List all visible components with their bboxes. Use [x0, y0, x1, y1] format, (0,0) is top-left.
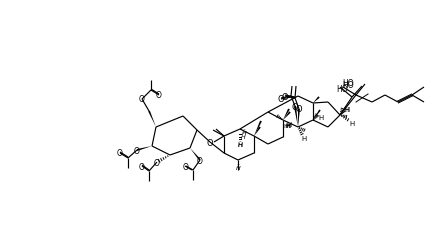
Text: H: H [283, 124, 288, 129]
Text: O: O [291, 102, 298, 111]
Text: HO: HO [341, 79, 353, 88]
Text: H: H [237, 141, 242, 147]
Text: O: O [183, 162, 188, 171]
Text: H: H [285, 123, 290, 128]
Text: H: H [349, 120, 354, 126]
Text: $\bar{H}$: $\bar{H}$ [234, 163, 241, 172]
Text: O: O [154, 158, 159, 167]
Text: O: O [117, 149, 123, 158]
Polygon shape [297, 109, 299, 128]
Polygon shape [148, 111, 155, 128]
Text: $\bar{H}$: $\bar{H}$ [236, 140, 243, 149]
Text: H: H [343, 106, 348, 112]
Text: HO: HO [336, 84, 347, 93]
Text: H: H [318, 114, 323, 120]
Polygon shape [283, 112, 290, 120]
Text: O: O [295, 105, 302, 114]
Text: H: H [285, 123, 290, 128]
Polygon shape [190, 148, 200, 161]
Polygon shape [312, 110, 320, 120]
Polygon shape [254, 127, 260, 136]
Polygon shape [283, 109, 289, 120]
Text: $\bar{H}$: $\bar{H}$ [240, 128, 247, 137]
Text: H: H [285, 123, 290, 128]
Text: O: O [281, 92, 288, 101]
Text: H: H [301, 135, 306, 141]
Text: H: H [286, 121, 291, 128]
Text: HO: HO [341, 80, 353, 89]
Text: O: O [197, 156, 202, 165]
Text: O: O [134, 146, 140, 155]
Text: O: O [139, 95, 145, 104]
Polygon shape [254, 121, 261, 136]
Polygon shape [312, 97, 319, 104]
Text: H: H [343, 106, 349, 112]
Polygon shape [293, 106, 297, 128]
Text: O: O [155, 91, 162, 100]
Polygon shape [136, 146, 152, 151]
Text: O: O [277, 94, 284, 103]
Text: O: O [206, 138, 213, 147]
Text: O: O [139, 162, 145, 171]
Text: $\bar{H}$: $\bar{H}$ [239, 132, 246, 141]
